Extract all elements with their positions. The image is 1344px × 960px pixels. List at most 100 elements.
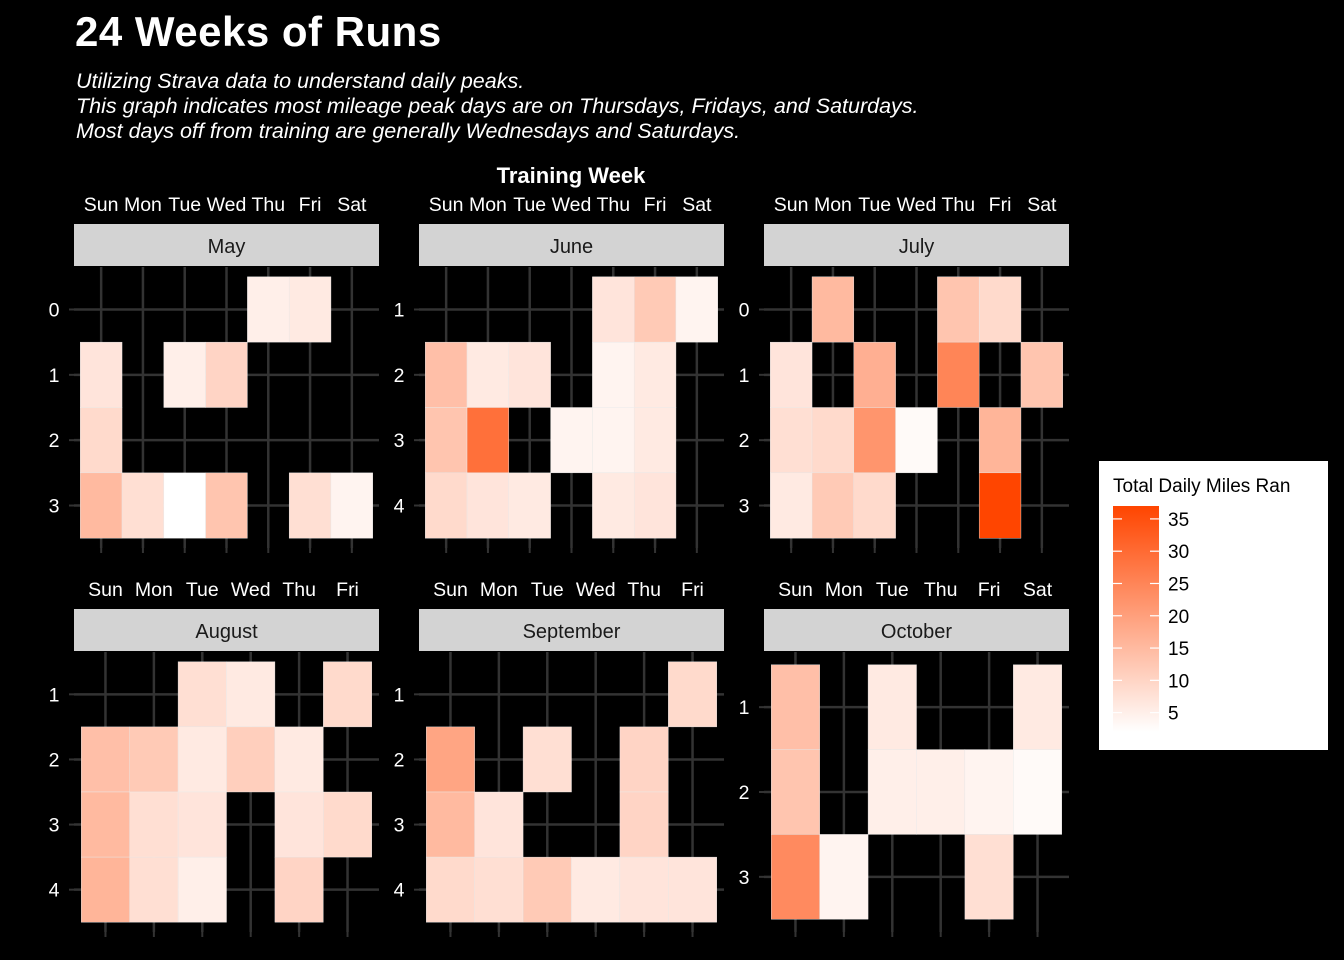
day-tick-label: Fri	[299, 194, 322, 216]
chart-subtitle: Utilizing Strava data to understand dail…	[76, 69, 919, 144]
week-tick-label: 3	[739, 867, 750, 889]
week-tick-label: 2	[394, 365, 405, 387]
heatmap-cell	[288, 276, 332, 343]
heatmap-cell	[508, 472, 551, 539]
heatmap-cell	[81, 856, 130, 923]
heatmap-cell	[633, 276, 677, 343]
day-tick-label: Sun	[433, 579, 468, 601]
week-tick-label: 2	[739, 782, 750, 804]
heatmap-cell	[474, 791, 524, 858]
week-tick-label: 1	[394, 684, 405, 706]
day-tick-label: Wed	[207, 194, 247, 216]
day-tick-label: Sun	[429, 194, 464, 216]
facet-strip	[764, 609, 1069, 651]
heatmap-cell	[274, 726, 324, 793]
week-tick-label: 0	[49, 299, 60, 321]
heatmap-cell	[522, 856, 572, 923]
heatmap-cell	[81, 726, 130, 793]
heatmap-cell	[592, 407, 635, 474]
facet-strip	[419, 609, 724, 651]
legend-tick-label: 5	[1168, 704, 1179, 725]
legend-title: Total Daily Miles Ran	[1113, 476, 1291, 497]
week-tick-label: 3	[49, 496, 60, 518]
day-tick-label: Sun	[778, 579, 813, 601]
day-tick-label: Sat	[1023, 579, 1053, 601]
heatmap-cell	[288, 472, 332, 539]
heatmap-cell	[978, 472, 1022, 539]
day-tick-label: Tue	[186, 579, 219, 601]
heatmap-cell	[771, 749, 820, 835]
heatmap-cell	[978, 276, 1022, 343]
day-tick-label: Tue	[168, 194, 201, 216]
week-tick-label: 4	[394, 880, 405, 902]
heatmap-cell	[819, 834, 869, 920]
legend: Total Daily Miles Ran 5 10 15 20 25 30 35	[1099, 461, 1328, 750]
chart-title: 24 Weeks of Runs	[75, 8, 442, 55]
heatmap-cell	[177, 726, 227, 793]
day-tick-label: Fri	[978, 579, 1001, 601]
heatmap-cell	[522, 726, 572, 793]
facet-strip	[74, 224, 379, 266]
day-tick-label: Wed	[552, 194, 592, 216]
heatmap-cell	[668, 661, 717, 728]
day-tick-label: Wed	[231, 579, 271, 601]
heatmap-cell	[129, 791, 179, 858]
legend-tick-label: 25	[1168, 574, 1189, 595]
heatmap-cell	[274, 791, 324, 858]
heatmap-cell	[330, 472, 373, 539]
heatmap-cell	[177, 661, 227, 728]
day-tick-label: Mon	[480, 579, 518, 601]
legend-tick-label: 30	[1168, 542, 1189, 563]
week-tick-label: 3	[739, 496, 750, 518]
heatmap-cell	[937, 276, 980, 343]
facet-strip	[419, 224, 724, 266]
legend-tick-label: 15	[1168, 639, 1189, 660]
heatmap-cell	[592, 276, 635, 343]
heatmap-cell	[177, 791, 227, 858]
day-tick-label: Thu	[941, 194, 975, 216]
day-tick-label: Fri	[989, 194, 1012, 216]
week-tick-label: 1	[394, 299, 405, 321]
heatmap-cell	[81, 791, 130, 858]
week-tick-label: 3	[394, 430, 405, 452]
heatmap-cell	[633, 341, 677, 408]
facet-label: October	[881, 621, 952, 643]
heatmap-cell	[80, 407, 123, 474]
heatmap-cell	[226, 726, 276, 793]
heatmap-cell	[1013, 749, 1062, 835]
day-tick-label: Thu	[924, 579, 958, 601]
heatmap-cell	[978, 407, 1022, 474]
heatmap-cell	[853, 472, 896, 539]
heatmap-cell	[466, 407, 510, 474]
facet-strip	[74, 609, 379, 651]
week-tick-label: 2	[739, 430, 750, 452]
heatmap-cell	[247, 276, 290, 343]
facet-label: May	[208, 236, 246, 258]
legend-colorbar: 5 10 15 20 25 30 35	[1113, 506, 1189, 732]
heatmap-cell	[508, 341, 551, 408]
heatmap-cell	[425, 341, 468, 408]
heatmap-cell	[205, 472, 248, 539]
heatmap-cell	[675, 276, 718, 343]
heatmap-cell	[226, 661, 276, 728]
day-tick-label: Fri	[681, 579, 704, 601]
legend-tick-label: 20	[1168, 607, 1189, 628]
heatmap-cell	[426, 856, 475, 923]
facet-label: June	[550, 236, 593, 258]
heatmap-cell	[811, 407, 855, 474]
heatmap-cell	[592, 341, 635, 408]
day-tick-label: Thu	[251, 194, 285, 216]
day-tick-label: Mon	[135, 579, 173, 601]
week-tick-label: 2	[49, 749, 60, 771]
heatmap-cell	[811, 472, 855, 539]
heatmap-cell	[426, 791, 475, 858]
heatmap-cell	[867, 749, 917, 835]
day-tick-label: Sat	[682, 194, 712, 216]
week-tick-label: 1	[739, 697, 750, 719]
week-tick-label: 4	[49, 880, 60, 902]
legend-tick-label: 10	[1168, 671, 1189, 692]
heatmap-cell	[274, 856, 324, 923]
heatmap-cell	[633, 472, 677, 539]
heatmap-cell	[425, 407, 468, 474]
